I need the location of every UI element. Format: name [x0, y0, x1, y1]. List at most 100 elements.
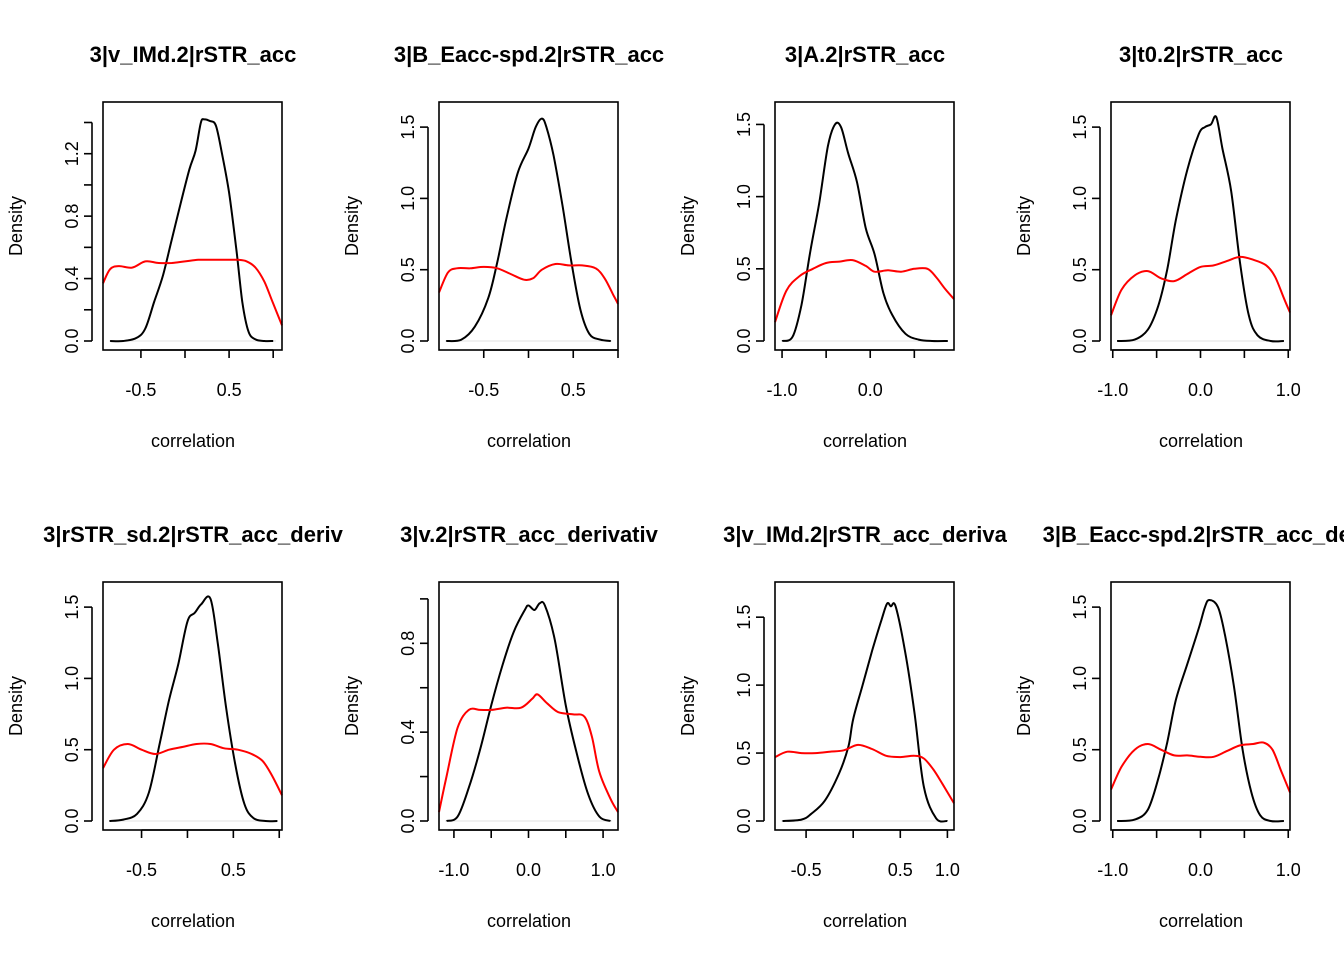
x-tick-label: -0.5 — [126, 860, 157, 880]
density-curve-null — [438, 693, 619, 813]
density-curve-observed — [1117, 115, 1284, 343]
x-tick-label: -1.0 — [767, 380, 798, 400]
y-tick-label: 0.8 — [398, 631, 418, 656]
panel-title: 3|v.2|rSTR_acc_derivativ — [400, 522, 658, 547]
plot-frame — [774, 581, 955, 831]
x-tick-label: 0.0 — [858, 380, 883, 400]
y-tick-label: 1.0 — [734, 184, 754, 209]
plot-frame — [102, 581, 283, 831]
density-curve-observed — [110, 118, 274, 343]
x-axis-label: correlation — [487, 431, 571, 451]
y-tick-label: 0.5 — [1070, 737, 1090, 762]
y-tick-label: 0.0 — [1070, 328, 1090, 353]
y-tick-label: 0.8 — [62, 204, 82, 229]
y-tick-label: 0.5 — [1070, 257, 1090, 282]
plot-frame — [1110, 101, 1291, 351]
x-axis-label: correlation — [151, 911, 235, 931]
panel-4: 3|t0.2|rSTR_acc 0.0 0.5 1.0 1.5 -1.0 0.0 1.0 cor… — [1014, 42, 1301, 451]
panel-title: 3|rSTR_sd.2|rSTR_acc_deriv — [43, 522, 343, 547]
x-tick-label: 0.0 — [1188, 380, 1213, 400]
density-curve-observed — [109, 595, 278, 823]
x-tick-label: 1.0 — [935, 860, 960, 880]
x-tick-label: -0.5 — [468, 380, 499, 400]
panel-1: 3|v_IMd.2|rSTR_acc 0.0 0.4 0.8 1.2 -0.5 0.5 cor… — [6, 42, 296, 451]
density-curve-null — [774, 743, 955, 804]
y-tick-label: 1.5 — [1070, 115, 1090, 140]
panel-title: 3|t0.2|rSTR_acc — [1119, 42, 1283, 67]
y-tick-label: 1.5 — [1070, 595, 1090, 620]
x-tick-label: 1.0 — [591, 860, 616, 880]
panel-title: 3|A.2|rSTR_acc — [785, 42, 945, 67]
x-tick-label: -1.0 — [438, 860, 469, 880]
density-curve-null — [438, 262, 619, 305]
density-curve-observed — [1117, 599, 1284, 823]
panel-8: 3|B_Eacc-spd.2|rSTR_acc_der 0.0 0.5 1.0 1.5 -… — [1014, 522, 1344, 931]
y-tick-label: 1.5 — [398, 115, 418, 140]
x-tick-label: 0.0 — [516, 860, 541, 880]
y-axis-label: Density — [1014, 196, 1034, 256]
y-tick-label: 1.0 — [1070, 186, 1090, 211]
x-axis-label: correlation — [487, 911, 571, 931]
y-axis-label: Density — [678, 196, 698, 256]
y-axis-label: Density — [6, 676, 26, 736]
y-tick-label: 0.0 — [734, 808, 754, 833]
y-tick-label: 1.0 — [1070, 666, 1090, 691]
panel-2: 3|B_Eacc-spd.2|rSTR_acc 0.0 0.5 1.0 1.5 -0.5 0… — [342, 42, 664, 451]
y-tick-label: 1.0 — [62, 666, 82, 691]
panel-title: 3|B_Eacc-spd.2|rSTR_acc_der — [1043, 522, 1344, 547]
y-axis-label: Density — [342, 676, 362, 736]
density-curve-null — [1110, 255, 1291, 316]
panel-3: 3|A.2|rSTR_acc 0.0 0.5 1.0 1.5 -1.0 0.0 correla… — [678, 42, 955, 451]
density-curve-observed — [781, 121, 948, 343]
y-axis-label: Density — [6, 196, 26, 256]
y-tick-label: 0.0 — [62, 328, 82, 353]
y-axis-label: Density — [1014, 676, 1034, 736]
y-tick-label: 0.5 — [62, 737, 82, 762]
x-tick-label: -1.0 — [1097, 860, 1128, 880]
y-tick-label: 0.0 — [734, 328, 754, 353]
density-curve-null — [102, 258, 283, 326]
x-axis-label: correlation — [151, 431, 235, 451]
density-curve-observed — [446, 600, 611, 822]
y-tick-label: 0.0 — [62, 808, 82, 833]
x-tick-label: 0.0 — [1188, 860, 1213, 880]
plot-frame — [102, 101, 283, 351]
panel-5: 3|rSTR_sd.2|rSTR_acc_deriv 0.0 0.5 1.0 1.5 -0… — [6, 522, 344, 931]
y-tick-label: 0.5 — [398, 257, 418, 282]
panel-6: 3|v.2|rSTR_acc_derivativ 0.0 0.4 0.8 -1.0 0.0… — [342, 522, 659, 931]
x-tick-label: 0.5 — [888, 860, 913, 880]
x-tick-label: 1.0 — [1276, 380, 1301, 400]
x-tick-label: 0.5 — [561, 380, 586, 400]
y-tick-label: 1.0 — [734, 673, 754, 698]
y-tick-label: 1.5 — [734, 112, 754, 137]
x-axis-label: correlation — [823, 431, 907, 451]
y-tick-label: 0.4 — [62, 266, 82, 291]
y-axis-label: Density — [678, 676, 698, 736]
density-curve-null — [774, 258, 955, 323]
y-tick-label: 0.0 — [398, 328, 418, 353]
y-tick-label: 1.5 — [734, 605, 754, 630]
y-tick-label: 0.0 — [1070, 808, 1090, 833]
x-tick-label: 1.0 — [1276, 860, 1301, 880]
density-curve-null — [102, 742, 283, 796]
y-tick-label: 0.0 — [398, 808, 418, 833]
x-tick-label: -0.5 — [791, 860, 822, 880]
y-tick-label: 1.2 — [62, 141, 82, 166]
x-tick-label: -1.0 — [1097, 380, 1128, 400]
panel-title: 3|v_IMd.2|rSTR_acc — [90, 42, 297, 67]
x-tick-label: 0.5 — [221, 860, 246, 880]
plot-frame — [438, 581, 619, 831]
x-axis-label: correlation — [823, 911, 907, 931]
y-tick-label: 0.4 — [398, 720, 418, 745]
density-curve-null — [1110, 741, 1291, 793]
x-axis-label: correlation — [1159, 431, 1243, 451]
y-axis-label: Density — [342, 196, 362, 256]
x-axis-label: correlation — [1159, 911, 1243, 931]
x-tick-label: -0.5 — [125, 380, 156, 400]
y-tick-label: 1.0 — [398, 186, 418, 211]
panel-7: 3|v_IMd.2|rSTR_acc_deriva 0.0 0.5 1.0 1.5 -0.… — [678, 522, 1008, 931]
panel-title: 3|v_IMd.2|rSTR_acc_deriva — [723, 522, 1008, 547]
density-curve-observed — [782, 601, 948, 823]
x-tick-label: 0.5 — [217, 380, 242, 400]
